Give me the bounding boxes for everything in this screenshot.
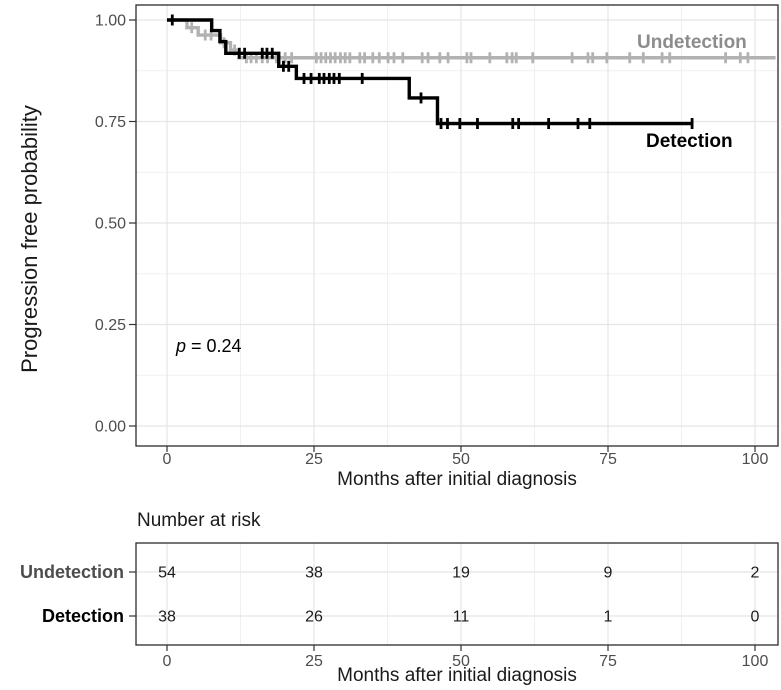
risk-row-label-undetection: Undetection — [19, 562, 124, 582]
risk-count: 26 — [305, 609, 323, 626]
y-tick-label: 0.00 — [95, 419, 126, 436]
risk-count: 1 — [604, 609, 613, 626]
curve-label-detection: Detection — [646, 131, 733, 152]
risk-count: 38 — [158, 609, 176, 626]
x-tick-label: 100 — [742, 451, 769, 468]
risk-row-label-detection: Detection — [41, 606, 124, 626]
risk-x-tick-label: 50 — [452, 653, 470, 670]
x-tick-label: 50 — [452, 451, 470, 468]
y-axis-title: Progression free probability — [17, 105, 42, 373]
risk-count: 19 — [452, 565, 470, 582]
risk-count: 11 — [453, 609, 470, 626]
x-tick-label: 0 — [163, 451, 172, 468]
km-plot-svg: 0 25 50 75 100 0.00 0.25 0.50 0.75 1.00 — [95, 4, 779, 468]
risk-panel-border — [135, 542, 779, 646]
y-tick-label: 0.75 — [95, 114, 126, 131]
risk-x-tick-label: 100 — [742, 653, 769, 670]
p-value-annotation: p = 0.24 — [176, 336, 242, 357]
curve-label-undetection: Undetection — [637, 32, 747, 53]
risk-count: 2 — [751, 565, 760, 582]
y-tick-label: 0.50 — [95, 216, 126, 233]
y-tick-label: 0.25 — [95, 317, 126, 334]
risk-count: 54 — [158, 565, 176, 582]
panel-border — [135, 4, 779, 447]
risk-count: 38 — [305, 565, 323, 582]
risk-count: 9 — [604, 565, 613, 582]
risk-x-tick-label: 25 — [305, 653, 323, 670]
x-axis-title: Months after initial diagnosis — [337, 469, 577, 490]
x-tick-label: 25 — [305, 451, 323, 468]
p-symbol: p — [176, 336, 187, 356]
y-tick-label: 1.00 — [95, 13, 126, 30]
risk-table-title: Number at risk — [137, 510, 261, 531]
x-tick-label: 75 — [599, 451, 617, 468]
risk-count: 0 — [751, 609, 760, 626]
p-value-text: = 0.24 — [186, 336, 242, 356]
risk-table-x-axis-title: Months after initial diagnosis — [337, 665, 577, 686]
risk-x-tick-label: 0 — [163, 653, 172, 670]
km-curve-detection — [167, 18, 694, 126]
risk-x-tick-label: 75 — [599, 653, 617, 670]
